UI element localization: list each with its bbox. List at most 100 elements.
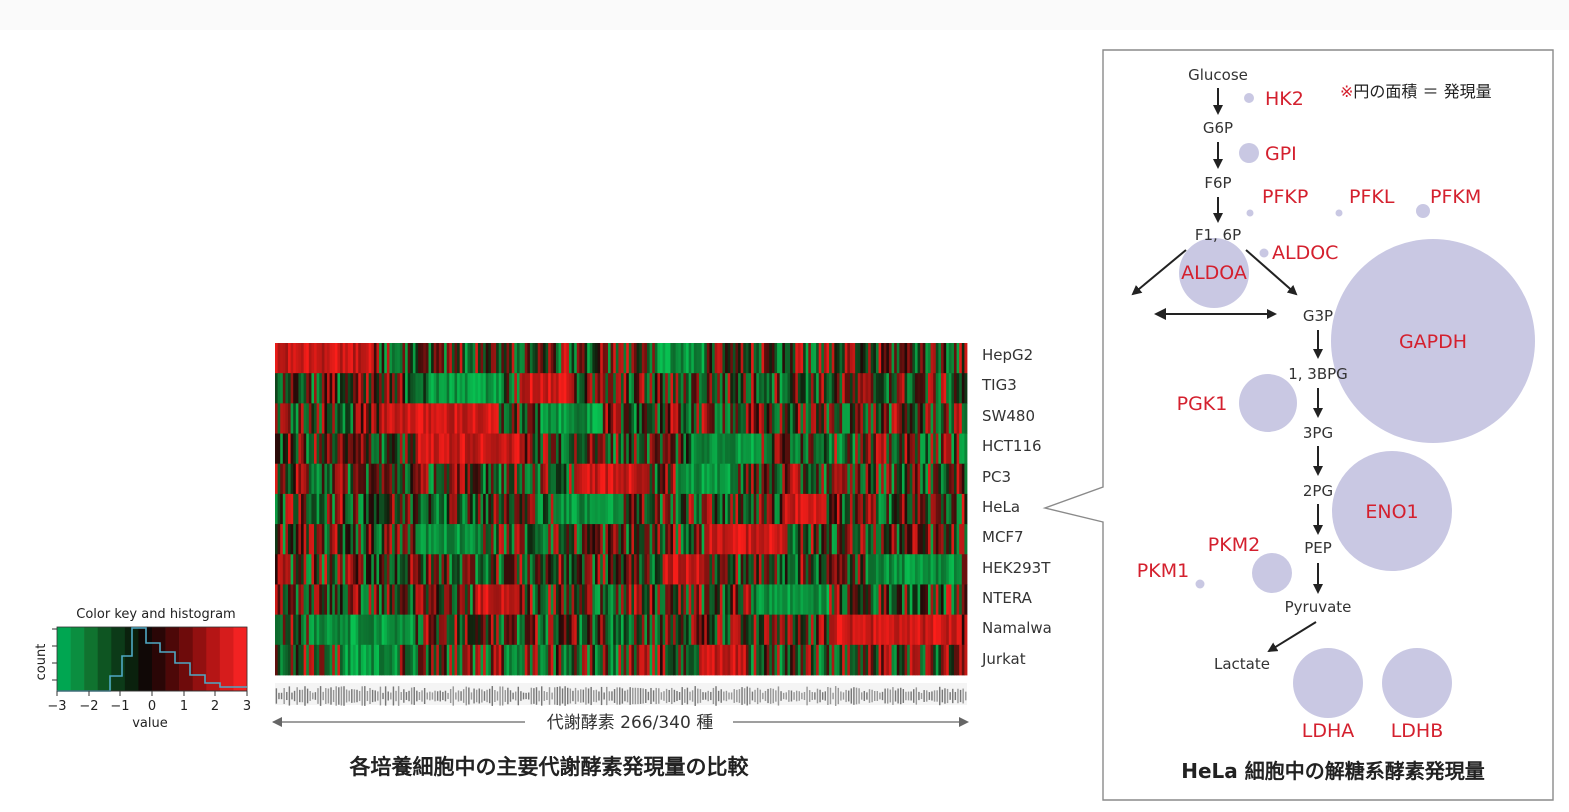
column-label-tick: [626, 689, 629, 703]
heatmap-cell: [870, 614, 874, 646]
heatmap-cell: [849, 524, 853, 555]
enzyme-pkm2: PKM2: [1208, 534, 1260, 556]
heatmap-cell: [847, 554, 851, 585]
column-label-tick: [777, 686, 780, 706]
heatmap-cell: [329, 524, 333, 555]
heatmap-cell: [545, 493, 549, 525]
heatmap-cell: [358, 644, 362, 676]
heatmap-cell: [576, 403, 580, 434]
heatmap-cell: [535, 463, 539, 495]
heatmap-cell: [961, 644, 965, 676]
heatmap-cell: [436, 373, 440, 404]
heatmap-cell: [940, 493, 944, 525]
color-key-band: [233, 627, 248, 691]
heatmap-cell: [621, 463, 624, 495]
heatmap-cell: [615, 433, 619, 465]
heatmap-cell: [602, 433, 606, 465]
heatmap-cell: [834, 343, 838, 374]
heatmap-cell: [839, 493, 843, 525]
heatmap-cell: [730, 343, 734, 374]
heatmap-cell: [753, 343, 757, 374]
column-label-tick: [488, 688, 491, 704]
heatmap-cell: [795, 644, 799, 676]
heatmap-cell: [673, 403, 677, 434]
heatmap-cell: [579, 644, 583, 676]
heatmap-cell: [558, 433, 562, 465]
heatmap-cell: [766, 524, 770, 555]
heatmap-cell: [712, 614, 716, 646]
enzyme-pfkp: PFKP: [1262, 186, 1308, 208]
heatmap-cell: [602, 554, 606, 585]
enzyme-ldha: LDHA: [1302, 720, 1355, 742]
heatmap-cell: [761, 463, 765, 495]
column-label-tick: [304, 686, 306, 706]
heatmap-cell: [446, 644, 450, 676]
heatmap-cell: [834, 614, 838, 646]
enzyme-pfkm: PFKM: [1430, 186, 1481, 208]
heatmap-cell: [566, 403, 570, 434]
heatmap-cell: [922, 343, 926, 374]
heatmap-cell: [704, 584, 708, 616]
heatmap-cell: [506, 433, 510, 465]
heatmap-cell: [459, 554, 463, 585]
heatmap-cell: [686, 644, 690, 676]
heatmap-cell: [501, 493, 505, 525]
heatmap-cell: [782, 343, 786, 374]
column-label-tick: [754, 689, 756, 703]
bubble-pgk1: [1239, 374, 1297, 432]
heatmap-cell: [470, 584, 474, 616]
heatmap-cell: [384, 554, 388, 585]
heatmap-cell: [649, 403, 653, 434]
heatmap-cell: [402, 644, 406, 676]
heatmap-cell: [826, 403, 830, 434]
heatmap-cell: [920, 373, 924, 404]
heatmap-cell: [334, 614, 338, 646]
heatmap-cell: [959, 584, 963, 616]
heatmap-cell: [366, 373, 370, 404]
heatmap-cell: [397, 433, 401, 465]
heatmap-cell: [745, 343, 749, 374]
heatmap-cell: [561, 554, 565, 585]
heatmap-cell: [688, 584, 692, 616]
heatmap-cell: [946, 584, 950, 616]
heatmap-cell: [626, 584, 630, 616]
heatmap-cell: [316, 403, 320, 434]
heatmap-cell: [306, 584, 310, 616]
heatmap-cell: [555, 524, 559, 555]
heatmap-cell: [389, 373, 393, 404]
heatmap-cell: [748, 644, 752, 676]
heatmap-cell: [810, 463, 814, 495]
heatmap-cell: [870, 554, 874, 585]
heatmap-cell: [907, 524, 911, 555]
heatmap-cell: [933, 493, 937, 525]
heatmap-cell: [340, 584, 344, 616]
heatmap-cell: [836, 644, 840, 676]
heatmap-cell: [327, 343, 331, 374]
heatmap-cell: [615, 554, 619, 585]
heatmap-cell: [907, 554, 911, 585]
heatmap-cell: [647, 644, 651, 676]
heatmap-cell: [584, 614, 588, 646]
heatmap-cell: [392, 343, 396, 374]
note-text: 円の面積 ＝ 発現量: [1353, 82, 1491, 101]
heatmap-cell: [425, 554, 429, 585]
heatmap-cell: [909, 614, 913, 646]
heatmap-cell: [636, 584, 640, 616]
heatmap-cell: [522, 433, 526, 465]
heatmap-cell: [865, 493, 869, 525]
heatmap-cell: [462, 373, 466, 404]
heatmap-cell: [470, 524, 474, 555]
heatmap-cell: [894, 524, 898, 555]
heatmap-cell: [386, 463, 390, 495]
heatmap-cell: [412, 524, 416, 555]
heatmap-cell: [314, 614, 318, 646]
heatmap-cell: [792, 433, 796, 465]
heatmap-cell: [277, 614, 281, 646]
heatmap-cell: [415, 463, 419, 495]
heatmap-cell: [709, 433, 713, 465]
heatmap-cell: [480, 373, 484, 404]
heatmap-cell: [563, 644, 567, 676]
heatmap-cell: [886, 554, 890, 585]
heatmap-cell: [631, 584, 635, 616]
heatmap-cell: [691, 584, 695, 616]
